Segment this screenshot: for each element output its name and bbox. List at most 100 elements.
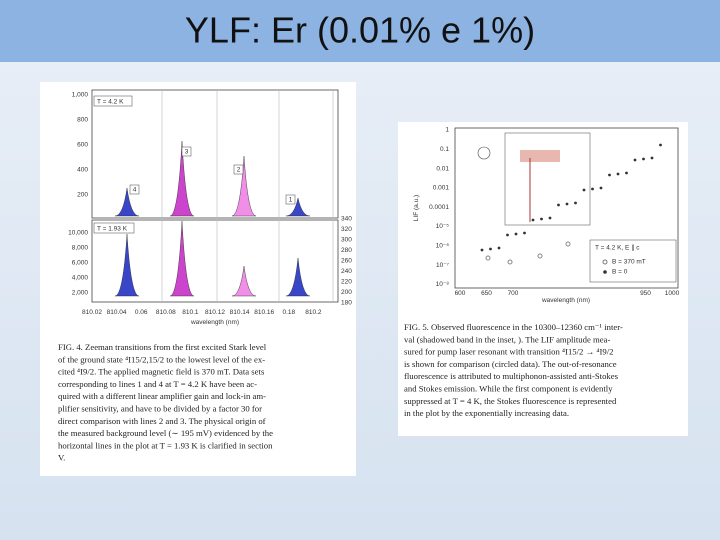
- y-tick-label: 2,000: [72, 290, 89, 297]
- caption-line: direct comparison with lines 2 and 3. Th…: [58, 416, 266, 426]
- y-axis-label: LIF (a.u.): [413, 195, 420, 221]
- caption-line: is shown for comparison (circled data). …: [404, 359, 617, 369]
- y2-tick-label: 220: [341, 279, 352, 286]
- caption-line: val (shadowed band in the inset, ). The …: [404, 334, 610, 344]
- point-open: [537, 253, 543, 259]
- line-label: 3: [185, 149, 189, 156]
- caption-line: the measured background level (∼ 195 mV)…: [58, 428, 273, 438]
- y2-tick-label: 300: [341, 237, 352, 244]
- panel-label-box: [93, 222, 135, 234]
- point: [599, 186, 603, 190]
- caption-line: quired with a different linear amplifier…: [58, 391, 266, 401]
- y-tick-label: 0.1: [440, 146, 449, 153]
- caption-line: sured for pump laser resonant with trans…: [404, 347, 613, 357]
- x-tick-label: 600: [455, 290, 466, 297]
- point: [574, 201, 577, 205]
- point: [582, 188, 586, 192]
- plot-frame-top: [91, 89, 339, 219]
- plot-frame: [454, 127, 679, 289]
- inset: [504, 132, 591, 226]
- y-tick-label: 600: [77, 142, 88, 149]
- x-tick-label: 810.02: [82, 309, 102, 316]
- y2-tick-label: 280: [341, 247, 352, 254]
- caption-line: cited ⁴I9/2. The applied magnetic field …: [58, 367, 265, 377]
- inset-marker: [477, 146, 491, 160]
- peak: [169, 220, 195, 297]
- x-tick-label: 700: [508, 290, 519, 297]
- point: [633, 158, 637, 162]
- caption-line: fluorescence is attributed to multiphono…: [404, 371, 619, 381]
- legend-marker: [602, 259, 608, 265]
- y-tick-label: 0.001: [433, 185, 450, 192]
- point: [506, 233, 509, 237]
- x-tick-label: 810.12: [205, 309, 225, 316]
- y2-tick-label: 260: [341, 258, 352, 265]
- peak: [231, 155, 257, 217]
- peak: [114, 187, 140, 217]
- x-axis-label: wavelength (nm): [541, 297, 590, 304]
- point-open: [485, 255, 491, 261]
- legend-marker: [603, 270, 607, 274]
- y-tick-label: 0.0001: [429, 204, 449, 211]
- line-label-box: [285, 194, 296, 205]
- line-label: 1: [289, 197, 293, 204]
- y-tick-label: 1,000: [72, 92, 89, 99]
- point: [514, 232, 518, 236]
- point: [616, 172, 620, 176]
- point-open: [507, 259, 513, 265]
- line-label: 4: [133, 187, 137, 194]
- point: [523, 231, 526, 235]
- point: [659, 143, 662, 147]
- figure-left: [40, 82, 356, 476]
- line-label: 2: [237, 167, 241, 174]
- line-label-box: [129, 184, 140, 195]
- x-tick-label: 1000: [665, 290, 680, 297]
- caption-line: V.: [58, 453, 65, 463]
- panel-label: T = 4.2 K: [97, 99, 124, 106]
- peak: [231, 265, 257, 297]
- y-tick-label: 6,000: [72, 260, 89, 267]
- point: [489, 247, 492, 251]
- point: [565, 202, 569, 206]
- caption-line: horizontal lines in the plot at T = 1.93…: [58, 440, 273, 450]
- y2-tick-label: 180: [341, 300, 352, 307]
- point-open: [565, 241, 571, 247]
- caption-line: suppressed at T = 4 K, the Stokes fluore…: [404, 396, 617, 406]
- x-tick-label: 810.14: [230, 309, 250, 316]
- caption-line: and Stokes emission. While the first com…: [404, 384, 613, 394]
- y-tick-label: 10⁻⁸: [436, 281, 450, 288]
- point: [557, 203, 560, 207]
- x-tick-label: 0.18: [282, 309, 295, 316]
- caption-line: of the ground state ⁴I15/2,15/2 to the l…: [58, 354, 265, 364]
- peak: [285, 257, 311, 297]
- line-label-box: [181, 146, 192, 157]
- x-tick-label: 810.08: [156, 309, 176, 316]
- point: [642, 157, 645, 161]
- caption-line: FIG. 4. Zeeman transitions from the firs…: [58, 342, 267, 352]
- y-tick-label: 200: [77, 192, 88, 199]
- y-tick-label: 10⁻⁶: [436, 243, 450, 250]
- y-tick-label: 1: [445, 127, 449, 134]
- panel-label: T = 1.93 K: [97, 226, 128, 233]
- y-tick-label: 400: [77, 167, 88, 174]
- legend-entry: B = 0: [612, 269, 628, 276]
- y2-tick-label: 200: [341, 289, 352, 296]
- title-bar: [0, 0, 720, 62]
- y-tick-label: 4,000: [72, 275, 89, 282]
- x-tick-label: 810.16: [254, 309, 274, 316]
- y2-tick-label: 240: [341, 268, 352, 275]
- point: [540, 217, 543, 221]
- point: [548, 216, 552, 220]
- caption-line: in the plot by the exponentially increas…: [404, 408, 569, 418]
- slide-title: YLF: Er (0.01% e 1%): [185, 10, 535, 51]
- x-tick-label: 810.2: [305, 309, 322, 316]
- inset-band: [520, 150, 560, 162]
- caption-line: FIG. 5. Observed fluorescence in the 103…: [404, 322, 623, 332]
- point: [608, 173, 611, 177]
- caption-line: plifier sensitivity, and have to be divi…: [58, 404, 262, 414]
- caption-line: corresponding to lines 1 and 4 at T = 4.…: [58, 379, 257, 389]
- y2-tick-label: 320: [341, 226, 352, 233]
- y-tick-label: 800: [77, 117, 88, 124]
- y2-tick-label: 340: [341, 216, 352, 223]
